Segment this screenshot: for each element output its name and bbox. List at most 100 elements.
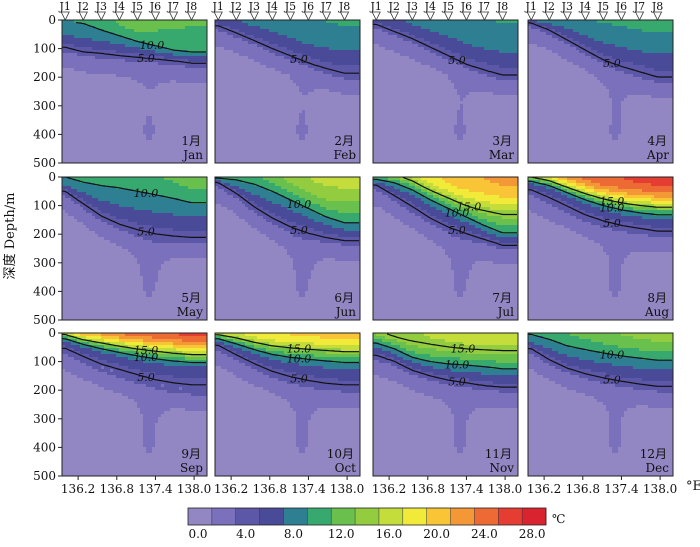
station-marker	[407, 11, 417, 21]
legend-label: 28.0	[519, 527, 546, 541]
y-tick-label: 500	[33, 156, 56, 170]
station-marker	[186, 11, 197, 21]
y-axis-label: 深度 Depth/m	[2, 193, 18, 280]
temperature-field: 10.0 5.0	[62, 177, 207, 320]
panel-jan: 10.05.0 0 100 200 300 400 500 J1 J2 J3 J4 J5 J6 J7 J8 1…	[33, 0, 208, 170]
contour-10.0	[528, 333, 672, 361]
station-marker	[652, 11, 663, 21]
legend-swatch	[498, 508, 523, 525]
panel-sep: 15.010.0 5.0 0 100 200 300 400 500 136.2 136.8 137…	[33, 326, 211, 496]
station-label: J2	[77, 0, 89, 13]
station-marker	[526, 11, 536, 21]
station-marker	[497, 11, 508, 21]
station-label: J8	[185, 0, 197, 13]
temperature-field: 15.010.05.0	[62, 333, 207, 476]
panel-frame	[527, 176, 674, 321]
station-marker	[562, 11, 572, 21]
station-label: J3	[248, 0, 260, 13]
month-label-cn: 3月	[492, 134, 512, 148]
station-marker	[321, 11, 332, 21]
station-marker	[132, 11, 143, 21]
contour-15.0	[386, 333, 517, 352]
x-tick-label: 136.2	[372, 482, 406, 496]
legend-label: 4.0	[236, 527, 255, 541]
station-label: J8	[651, 0, 663, 13]
legend-swatch	[235, 508, 260, 525]
contour-5.0	[373, 354, 517, 388]
station-label: J7	[478, 0, 490, 13]
contour-label: 5.0	[603, 57, 621, 70]
contour-15.0	[215, 334, 359, 353]
temperature-field: 15.010.05.0	[373, 333, 518, 476]
month-label-en: Dec	[646, 461, 670, 475]
x-tick-label: 136.8	[566, 482, 600, 496]
station-marker	[249, 11, 259, 21]
x-tick-label: 137.4	[604, 482, 639, 496]
month-label-en: May	[177, 305, 203, 319]
month-label-cn: 1月	[181, 134, 201, 148]
station-marker	[96, 11, 106, 21]
temperature-field: 10.0 5.0	[215, 177, 360, 320]
station-label: J6	[460, 0, 472, 13]
x-unit-label: °E	[686, 479, 700, 494]
month-label-cn: 9月	[181, 447, 201, 461]
contour-label: 5.0	[137, 52, 155, 65]
y-tick-label: 0	[48, 326, 56, 340]
station-marker	[285, 11, 296, 21]
station-marker	[389, 11, 399, 21]
contour-label: 15.0	[287, 343, 312, 356]
contour-5.0	[528, 348, 672, 387]
legend-swatch	[259, 508, 284, 525]
station-marker	[544, 11, 554, 21]
contour-label: 5.0	[603, 373, 621, 386]
panel-frame	[61, 332, 208, 477]
panel-frame	[214, 332, 361, 477]
contour-15.0	[402, 177, 517, 216]
x-tick-label: 136.2	[527, 482, 561, 496]
contour-label: 5.0	[137, 371, 155, 384]
station-label: J5	[131, 0, 143, 13]
station-label: J3	[561, 0, 573, 13]
temperature-field: 5.0	[373, 20, 518, 163]
legend-swatch	[474, 508, 499, 525]
y-tick-label: 500	[33, 469, 56, 483]
month-label-cn: 8月	[647, 291, 667, 305]
x-tick-label: 136.8	[100, 482, 134, 496]
legend-swatch	[450, 508, 475, 525]
month-label-cn: 11月	[485, 447, 512, 461]
panel-frame	[61, 19, 208, 164]
station-label: J4	[266, 0, 278, 13]
station-label: J1	[370, 0, 382, 13]
station-label: J8	[338, 0, 350, 13]
month-label-en: Jun	[334, 305, 357, 319]
y-tick-label: 400	[33, 440, 56, 454]
station-label: J1	[59, 0, 71, 13]
contour-10.0	[62, 177, 206, 204]
month-label-cn: 2月	[334, 134, 354, 148]
legend-unit: ℃	[552, 512, 565, 526]
station-label: J7	[167, 0, 179, 13]
station-marker	[479, 11, 490, 21]
station-marker	[150, 11, 161, 21]
month-label-cn: 12月	[640, 447, 667, 461]
contour-label: 5.0	[448, 54, 466, 67]
station-marker	[616, 11, 627, 21]
contour-10.0	[75, 21, 206, 53]
color-legend: 0.0 4.0 8.0 12.0 16.0 20.0 24.0 28.0	[187, 507, 547, 541]
contour-5.0	[373, 23, 517, 76]
legend-swatch	[307, 508, 332, 525]
month-label-en: Nov	[489, 461, 514, 475]
station-marker	[114, 11, 125, 21]
station-label: J4	[113, 0, 125, 13]
station-label: J5	[442, 0, 454, 13]
contour-label: 5.0	[137, 226, 155, 239]
x-tick-label: 138.0	[330, 482, 364, 496]
station-label: J5	[284, 0, 296, 13]
legend-swatch	[378, 508, 404, 525]
